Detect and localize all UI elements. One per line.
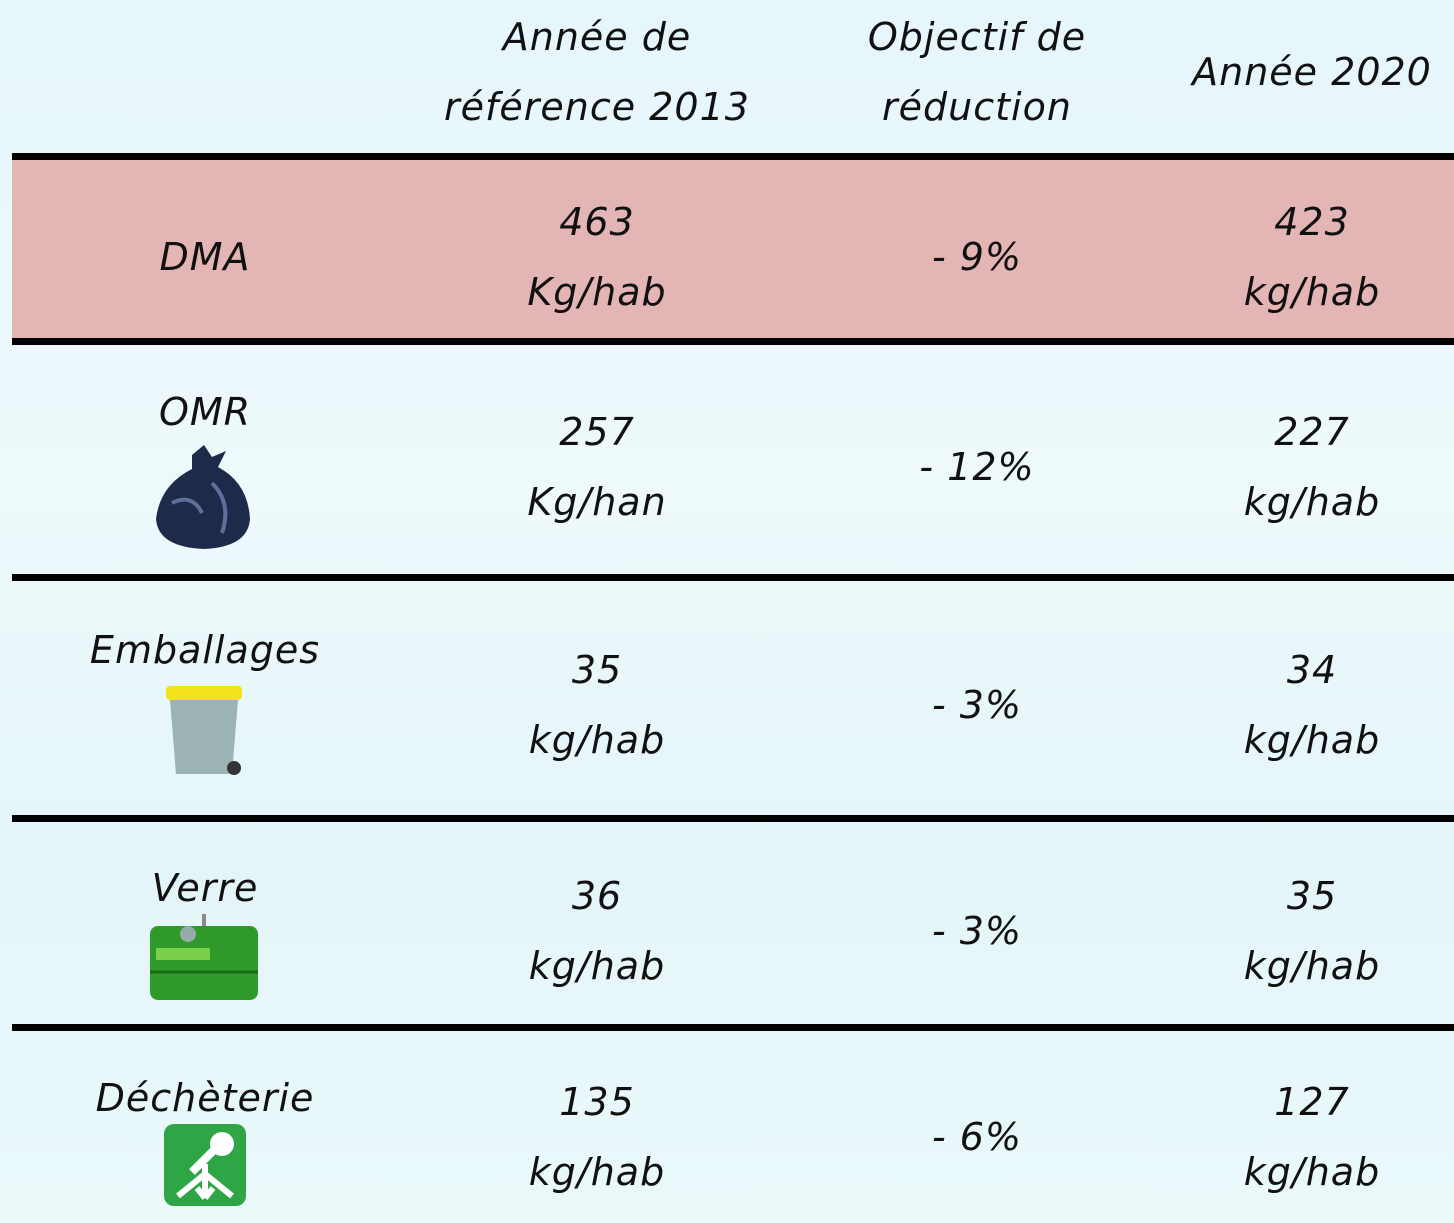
row-label: Emballages: [90, 628, 320, 672]
cell-text: 127: [1274, 1080, 1350, 1124]
rule: [12, 1024, 1454, 1031]
page: Année de référence 2013 Objectif de réducti…: [0, 0, 1454, 1223]
cell-text: kg/hab: [1244, 480, 1380, 524]
cell-text: Kg/han: [527, 480, 666, 524]
rule: [12, 574, 1454, 581]
cell-text: kg/hab: [1244, 718, 1380, 762]
rule: [12, 338, 1454, 345]
cell-text: 36: [572, 874, 622, 918]
trash-bag-icon: [152, 443, 254, 550]
cell-text: 423: [1274, 200, 1350, 244]
cell-text: 227: [1274, 410, 1350, 454]
cell-text: 35: [1287, 874, 1337, 918]
cell-text: - 12%: [919, 445, 1034, 489]
cell-text: kg/hab: [1244, 270, 1380, 314]
rule: [12, 153, 1454, 160]
rule: [12, 815, 1454, 822]
cell-text: kg/hab: [1244, 944, 1380, 988]
cell-text: 35: [572, 648, 622, 692]
column-header: Année de: [503, 15, 692, 59]
row-label: Verre: [152, 866, 259, 910]
cell-text: 463: [559, 200, 635, 244]
cell-text: kg/hab: [529, 718, 665, 762]
glass-container-icon: [148, 912, 260, 1004]
cell-text: kg/hab: [1244, 1150, 1380, 1194]
cell-text: 257: [559, 410, 635, 454]
column-header: Objectif de: [868, 15, 1086, 59]
row-label: OMR: [159, 390, 251, 434]
cell-text: - 3%: [932, 909, 1022, 953]
column-header: Année 2020: [1192, 50, 1432, 94]
row-label: DMA: [159, 235, 250, 279]
row-label: Déchèterie: [96, 1076, 315, 1120]
cell-text: 135: [559, 1080, 635, 1124]
yellow-bin-icon: [160, 686, 245, 782]
cell-text: - 6%: [932, 1115, 1022, 1159]
cell-text: Kg/hab: [527, 270, 666, 314]
cell-text: - 3%: [932, 683, 1022, 727]
cell-text: 34: [1287, 648, 1337, 692]
column-header: référence 2013: [444, 85, 750, 129]
cell-text: kg/hab: [529, 944, 665, 988]
dechetterie-icon: [164, 1124, 246, 1206]
column-header: réduction: [882, 85, 1072, 129]
cell-text: - 9%: [932, 235, 1022, 279]
cell-text: kg/hab: [529, 1150, 665, 1194]
